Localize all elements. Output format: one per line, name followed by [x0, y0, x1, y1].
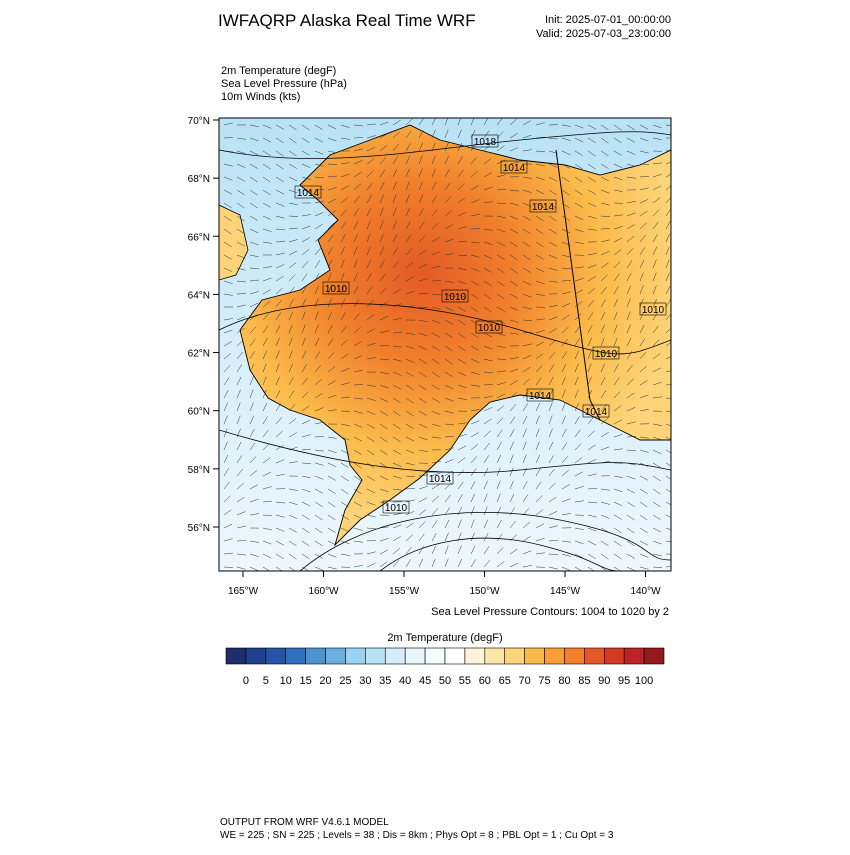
colorbar-label: 100 [635, 675, 653, 687]
colorbar-box [365, 648, 385, 664]
colorbar-label: 25 [339, 675, 351, 687]
colorbar-box [345, 648, 365, 664]
title: IWFAQRP Alaska Real Time WRF [218, 11, 476, 30]
map: 1018 1014 1014 1014 1010 1010 1010 1010 1010 1014… [219, 117, 675, 572]
lat-tick-label: 70°N [188, 116, 210, 127]
colorbar-label: 10 [280, 675, 292, 687]
lat-tick-label: 56°N [188, 523, 210, 534]
colorbar-box [286, 648, 306, 664]
lat-tick-label: 66°N [188, 232, 210, 243]
lon-tick-label: 145°W [550, 586, 581, 597]
colorbar-label: 70 [519, 675, 531, 687]
colorbar-box [306, 648, 326, 664]
colorbar-box [465, 648, 485, 664]
colorbar-label: 0 [243, 675, 249, 687]
footer-line: WE = 225 ; SN = 225 ; Levels = 38 ; Dis … [220, 830, 614, 841]
contour-label: 1014 [429, 474, 452, 485]
field-list: 2m Temperature (degF)Sea Level Pressure … [221, 65, 347, 103]
colorbar-label: 20 [319, 675, 331, 687]
colorbar-box [326, 648, 346, 664]
colorbar-label: 90 [598, 675, 610, 687]
contour-label: 1014 [297, 188, 320, 199]
colorbar-label: 80 [558, 675, 570, 687]
colorbar-label: 40 [399, 675, 411, 687]
contour-label: 1014 [503, 163, 526, 174]
contour-label: 1014 [585, 407, 608, 418]
colorbar-box [405, 648, 425, 664]
colorbar-label: 95 [618, 675, 630, 687]
contour-label: 1010 [444, 292, 467, 303]
lon-tick-label: 140°W [630, 586, 661, 597]
lon-tick-label: 160°W [308, 586, 339, 597]
colorbar-label: 15 [300, 675, 312, 687]
field-label: Sea Level Pressure (hPa) [221, 78, 347, 90]
colorbar-box [246, 648, 266, 664]
contour-label: 1010 [385, 503, 408, 514]
lon-tick-label: 165°W [228, 586, 259, 597]
colorbar-label: 55 [459, 675, 471, 687]
colorbar-box [226, 648, 246, 664]
colorbar-box [445, 648, 465, 664]
footer-line: OUTPUT FROM WRF V4.6.1 MODEL [220, 817, 389, 828]
contour-label: 1014 [532, 202, 555, 213]
colorbar-box [485, 648, 505, 664]
colorbar-box [644, 648, 664, 664]
colorbar-title: 2m Temperature (degF) [387, 632, 502, 644]
contour-label: 1010 [478, 323, 501, 334]
colorbar-box [624, 648, 644, 664]
colorbar: 0 5 10 15 20 25 30 35 40 45 50 55 60 65 70 75 80 85 90 95 10… [226, 648, 664, 687]
contour-label: 1018 [474, 137, 497, 148]
contour-label: 1010 [325, 284, 348, 295]
colorbar-box [385, 648, 405, 664]
lat-tick-label: 58°N [188, 465, 210, 476]
colorbar-box [425, 648, 445, 664]
lon-tick-label: 155°W [389, 586, 420, 597]
contour-note: Sea Level Pressure Contours: 1004 to 102… [431, 606, 669, 618]
colorbar-label: 75 [538, 675, 550, 687]
lat-tick-label: 64°N [188, 290, 210, 301]
colorbar-box [604, 648, 624, 664]
contour-label: 1014 [529, 391, 552, 402]
init-time: Init: 2025-07-01_00:00:00 [545, 14, 671, 26]
field-label: 2m Temperature (degF) [221, 65, 336, 77]
colorbar-box [525, 648, 545, 664]
colorbar-label: 60 [479, 675, 491, 687]
colorbar-label: 65 [499, 675, 511, 687]
colorbar-label: 30 [359, 675, 371, 687]
colorbar-label: 50 [439, 675, 451, 687]
field-label: 10m Winds (kts) [221, 91, 300, 103]
colorbar-box [545, 648, 565, 664]
colorbar-box [505, 648, 525, 664]
colorbar-label: 5 [263, 675, 269, 687]
colorbar-label: 45 [419, 675, 431, 687]
colorbar-box [266, 648, 286, 664]
colorbar-label: 85 [578, 675, 590, 687]
lat-tick-label: 62°N [188, 349, 210, 360]
valid-time: Valid: 2025-07-03_23:00:00 [536, 28, 671, 40]
contour-label: 1010 [642, 305, 665, 316]
lon-tick-label: 150°W [469, 586, 500, 597]
lat-tick-label: 68°N [188, 174, 210, 185]
lat-tick-label: 60°N [188, 407, 210, 418]
colorbar-box [564, 648, 584, 664]
contour-label: 1010 [595, 349, 618, 360]
colorbar-label: 35 [379, 675, 391, 687]
colorbar-box [584, 648, 604, 664]
